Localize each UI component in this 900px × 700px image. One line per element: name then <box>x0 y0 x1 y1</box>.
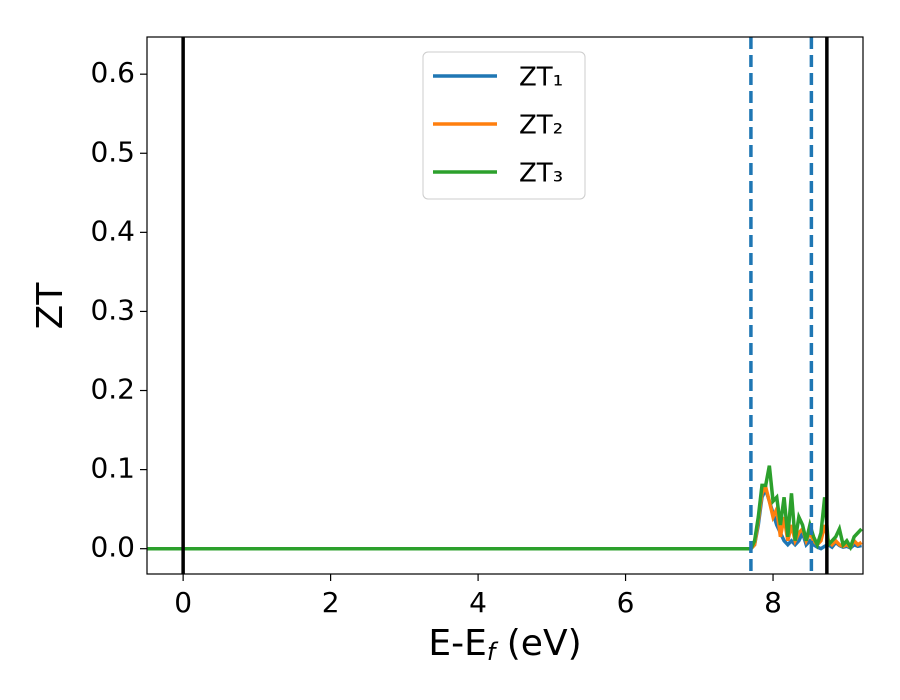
x-tick-label: 4 <box>469 586 487 619</box>
x-axis-label: E-Ef (eV) <box>428 623 581 666</box>
x-tick-label: 0 <box>174 586 192 619</box>
y-tick-label: 0.0 <box>90 531 135 564</box>
y-tick-label: 0.3 <box>90 293 135 326</box>
legend-label: ZT₃ <box>519 159 563 189</box>
y-tick-label: 0.6 <box>90 56 135 89</box>
y-tick-label: 0.1 <box>90 452 135 485</box>
y-tick-label: 0.5 <box>90 135 135 168</box>
y-axis-label: ZT <box>30 282 71 330</box>
series-line <box>147 465 863 552</box>
x-tick-label: 6 <box>617 586 635 619</box>
plot-frame <box>146 36 864 575</box>
x-tick-label: 2 <box>322 586 340 619</box>
y-tick-label: 0.2 <box>90 373 135 406</box>
x-tick-label: 8 <box>764 586 782 619</box>
legend-label: ZT₂ <box>519 111 563 141</box>
y-tick-label: 0.4 <box>90 214 135 247</box>
legend-label: ZT₁ <box>519 63 563 93</box>
legend-box <box>422 51 586 200</box>
